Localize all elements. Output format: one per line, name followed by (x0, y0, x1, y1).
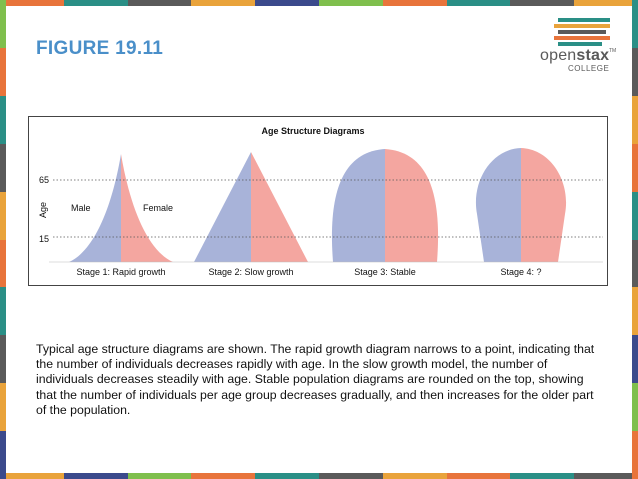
stripe-segment (0, 191, 6, 240)
stripe-segment (632, 0, 638, 48)
stripe-segment (0, 47, 6, 96)
stripe-segment (318, 473, 383, 479)
stripe-segment (0, 431, 6, 479)
logo-bar (558, 42, 602, 46)
logo-word-bold: stax (576, 47, 610, 64)
logo-bar (558, 30, 606, 34)
stripe-segment (255, 473, 319, 479)
figure-title: FIGURE 19.11 (36, 38, 164, 59)
stage-label: Stage 4: ? (500, 267, 541, 277)
age-65-label: 65 (39, 175, 49, 185)
openstax-logo-icon (554, 18, 610, 46)
stripe-segment (510, 0, 575, 6)
stripe-segment (632, 335, 638, 384)
stripe-segment (632, 95, 638, 144)
logo-bar (554, 24, 610, 28)
diagram-title: Age Structure Diagrams (261, 126, 364, 136)
stripe-segment (510, 473, 575, 479)
logo-word-light: open (540, 47, 577, 64)
male-label: Male (71, 203, 91, 213)
stripe-segment (318, 0, 383, 6)
figure-caption: Typical age structure diagrams are shown… (36, 342, 595, 417)
stripe-segment (127, 0, 192, 6)
stripe-segment (0, 0, 6, 48)
stripe-segment (255, 0, 319, 6)
stripe-segment (0, 0, 64, 6)
logo-bar (554, 36, 610, 40)
stripe-segment (191, 473, 256, 479)
male-population-shape (475, 148, 521, 262)
stripe-segment (191, 0, 256, 6)
male-population-shape (331, 149, 385, 262)
stripe-segment (632, 383, 638, 432)
stripe-segment (632, 287, 638, 336)
stripe-segment (0, 95, 6, 144)
logo-wordmark: openstax (540, 47, 609, 65)
stripe-segment (574, 0, 638, 6)
age-structure-diagrams: Age Structure Diagrams 65 15 Age Male Fe… (38, 126, 603, 277)
female-population-shape (251, 152, 308, 262)
stage-label: Stage 2: Slow growth (208, 267, 293, 277)
right-color-stripe (632, 0, 638, 479)
stripe-segment (632, 431, 638, 479)
female-population-shape (521, 148, 567, 262)
left-color-stripe (0, 0, 6, 479)
logo-trademark: TM (609, 48, 617, 54)
stripe-segment (0, 143, 6, 192)
stripe-segment (382, 473, 447, 479)
stripe-segment (632, 239, 638, 288)
logo-bar (558, 18, 610, 22)
bottom-color-stripe (0, 473, 638, 479)
male-population-shape (194, 152, 251, 262)
stripe-segment (0, 473, 64, 479)
stripe-segment (63, 473, 128, 479)
y-axis-label: Age (38, 202, 48, 218)
stripe-segment (0, 383, 6, 432)
age-structure-diagram-panel: Age Structure Diagrams 65 15 Age Male Fe… (28, 116, 608, 286)
stripe-segment (0, 239, 6, 288)
stripe-segment (0, 287, 6, 336)
stripe-segment (446, 473, 511, 479)
stripe-segment (574, 473, 638, 479)
stage-label: Stage 1: Rapid growth (76, 267, 165, 277)
stripe-segment (0, 335, 6, 384)
stripe-segment (632, 191, 638, 240)
logo-subtitle: COLLEGE (568, 64, 610, 73)
female-population-shape (121, 154, 173, 262)
stage-label: Stage 3: Stable (354, 267, 416, 277)
stripe-segment (382, 0, 447, 6)
stripe-segment (127, 473, 192, 479)
stripe-segment (632, 143, 638, 192)
stripe-segment (63, 0, 128, 6)
male-population-shape (69, 154, 121, 262)
female-population-shape (385, 149, 439, 262)
female-label: Female (143, 203, 173, 213)
top-color-stripe (0, 0, 638, 6)
stripe-segment (632, 47, 638, 96)
age-15-label: 15 (39, 234, 49, 244)
stripe-segment (446, 0, 511, 6)
